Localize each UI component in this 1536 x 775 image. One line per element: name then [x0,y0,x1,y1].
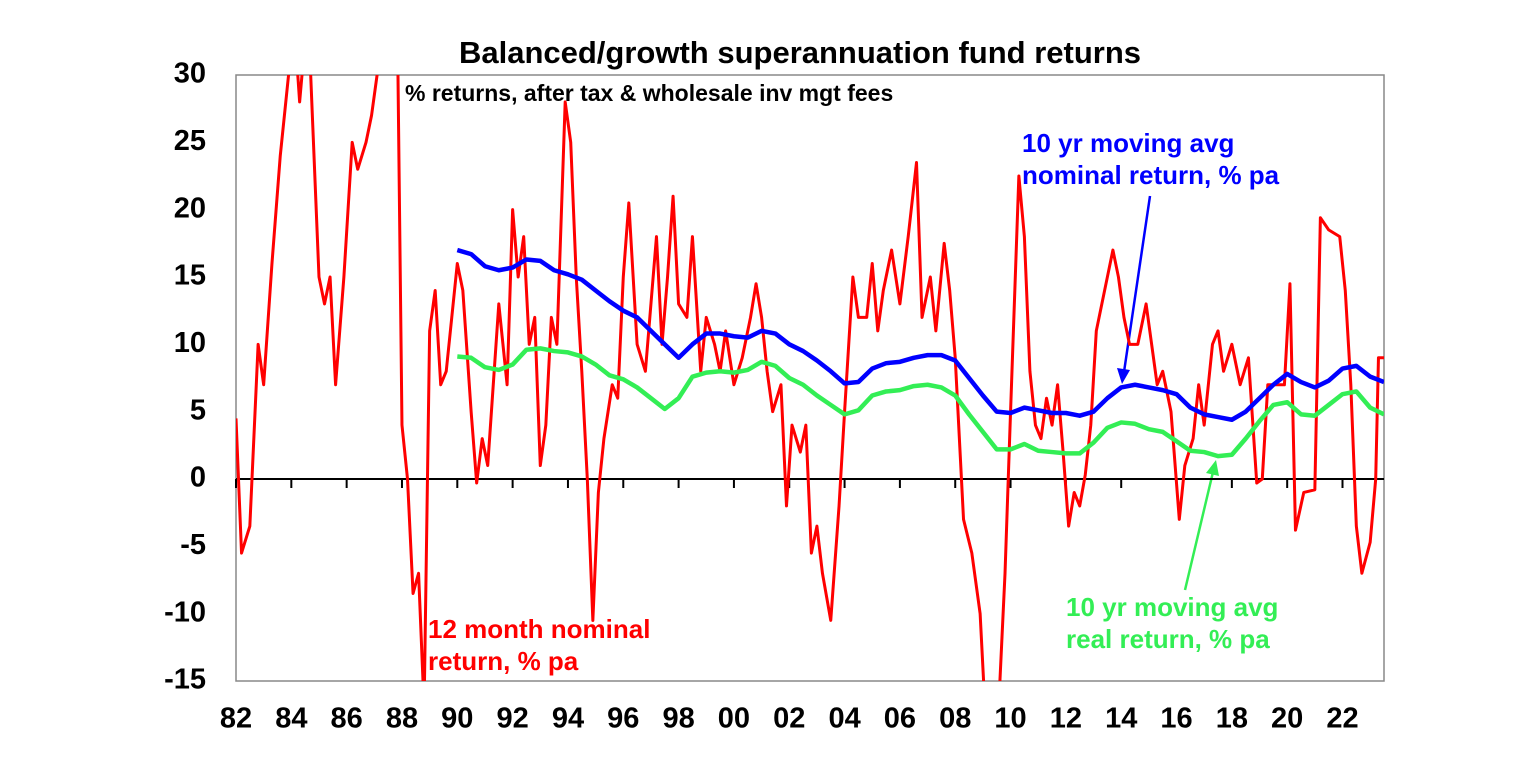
x-tick-label: 82 [220,703,252,735]
x-tick-label: 04 [828,703,860,735]
arrow-head [1117,368,1130,384]
x-tick-label: 20 [1271,703,1303,735]
annotation: nominal return, % pa [1022,160,1280,190]
y-tick-label: -5 [180,529,206,561]
series-line [457,346,1384,459]
x-tick-label: 22 [1326,703,1358,735]
y-tick-label: -10 [164,596,206,628]
y-tick-label: 20 [174,192,206,224]
x-tick-label: 92 [496,703,528,735]
x-tick-label: 10 [994,703,1026,735]
plot-frame [235,74,1385,682]
y-tick-label: 15 [174,260,206,292]
x-tick-label: 94 [552,703,584,735]
x-tick-label: 18 [1216,703,1248,735]
x-tick-label: 88 [386,703,418,735]
y-tick-label: 25 [174,125,206,157]
y-tick-label: 30 [174,58,206,90]
annotation: return, % pa [428,646,579,676]
x-tick-label: 06 [884,703,916,735]
series-line [456,247,1384,422]
annotation: 12 month nominal [428,614,650,644]
x-tick-label: 98 [662,703,694,735]
annotation: real return, % pa [1066,624,1270,654]
arrow [1183,471,1215,591]
chart-title: Balanced/growth superannuation fund retu… [459,35,1141,70]
x-tick-label: 84 [275,703,307,735]
x-tick-label: 12 [1050,703,1082,735]
x-tick-label: 16 [1160,703,1192,735]
annotation: 10 yr moving avg [1022,128,1234,158]
series-line [236,75,1384,681]
x-tick-label: 96 [607,703,639,735]
y-tick-label: -15 [164,664,206,696]
y-tick-label: 10 [174,327,206,359]
x-tick-label: 08 [939,703,971,735]
arrow-head [1206,460,1219,476]
x-tick-label: 02 [773,703,805,735]
y-tick-label: 0 [190,462,206,494]
annotation: 10 yr moving avg [1066,592,1278,622]
x-tick-label: 90 [441,703,473,735]
x-tick-label: 00 [718,703,750,735]
x-tick-label: 14 [1105,703,1137,735]
chart-subtitle: % returns, after tax & wholesale inv mgt… [405,80,893,106]
x-tick-label: 86 [331,703,363,735]
y-tick-label: 5 [190,394,206,426]
plot-lines [236,75,1384,681]
